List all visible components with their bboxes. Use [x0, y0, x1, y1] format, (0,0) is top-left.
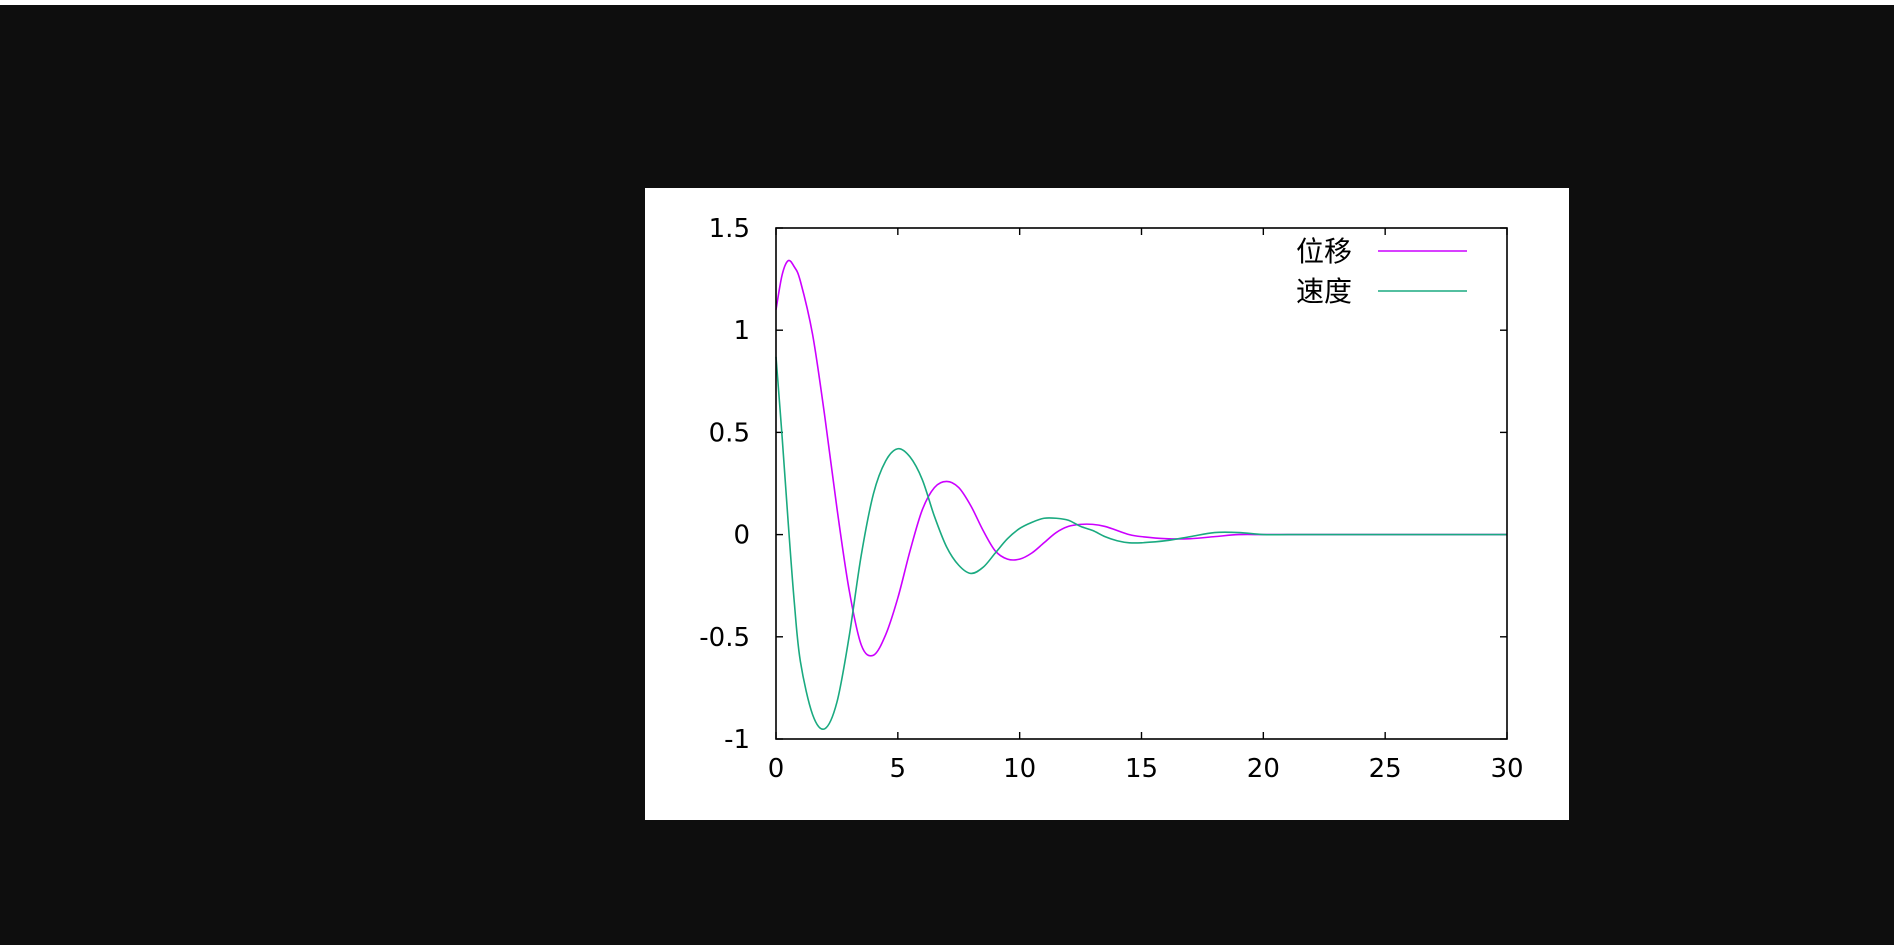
x-tick-label: 20 [1247, 754, 1280, 784]
legend-label: 速度 [1296, 275, 1352, 308]
legend-label: 位移 [1296, 235, 1352, 268]
y-tick-label: -0.5 [699, 623, 750, 653]
series-line-0 [775, 259, 1507, 657]
chart-card: 0 5 10 15 20 25 30 1.5 1 0.5 0 -0.5 -1 位移 速度 [645, 188, 1569, 820]
y-ticks: 1.5 1 0.5 0 -0.5 -1 [699, 214, 1507, 755]
x-tick-label: 10 [1003, 754, 1036, 784]
series-line-1 [775, 356, 1507, 731]
x-ticks: 0 5 10 15 20 25 30 [768, 228, 1524, 784]
x-tick-label: 25 [1369, 754, 1402, 784]
x-tick-label: 15 [1125, 754, 1158, 784]
y-tick-label: -1 [724, 725, 750, 755]
plot-frame [775, 227, 1508, 740]
y-tick-label: 1.5 [709, 214, 750, 244]
x-tick-label: 5 [890, 754, 907, 784]
y-tick-label: 0 [733, 521, 750, 551]
y-tick-label: 1 [733, 316, 750, 346]
x-tick-label: 0 [768, 754, 785, 784]
top-strip [0, 0, 1894, 5]
series-layer [775, 259, 1507, 731]
x-tick-label: 30 [1490, 754, 1523, 784]
y-tick-label: 0.5 [709, 418, 750, 448]
